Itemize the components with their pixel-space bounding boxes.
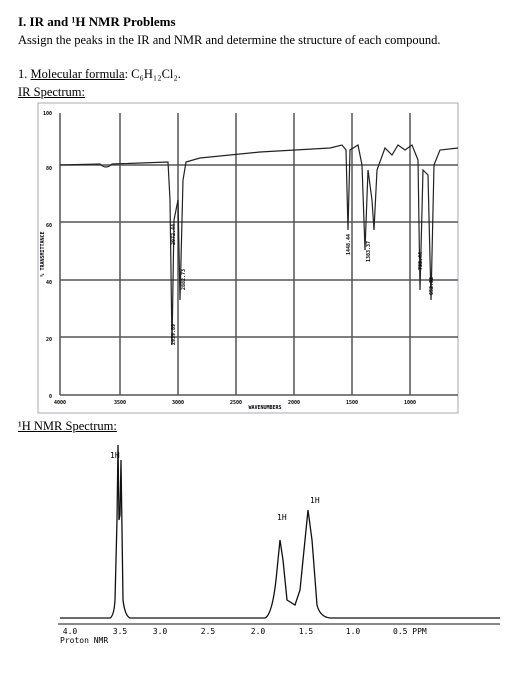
nmr-x-tick: 3.0 xyxy=(153,627,168,636)
ir-x-tick: 3500 xyxy=(114,400,126,406)
ir-y-tick: 40 xyxy=(46,280,52,286)
ir-x-tick: 1500 xyxy=(346,400,358,406)
formula: : C₆H₁₂Cl₂. xyxy=(124,67,181,81)
ir-frame xyxy=(37,102,459,414)
ir-peak-label: 2972.44 xyxy=(171,224,177,245)
ir-y-tick: 80 xyxy=(46,166,52,172)
ir-y-tick: 20 xyxy=(46,337,52,343)
nmr-trace xyxy=(60,444,500,619)
ir-x-tick: 3000 xyxy=(172,400,184,406)
nmr-x-tick: 0.5 PPM xyxy=(393,627,427,636)
ir-y-tick: 60 xyxy=(46,223,52,229)
ir-trace xyxy=(59,144,459,346)
nmr-peak-label: 1H xyxy=(277,513,287,522)
nmr-x-tick: 4.0 xyxy=(63,627,78,636)
ir-peak-label: 1448.44 xyxy=(346,234,352,255)
nmr-x-tick: 3.5 xyxy=(113,627,128,636)
ir-peak-label: 733.44 xyxy=(418,252,424,270)
nmr-peak-label: 1H xyxy=(310,496,320,505)
nmr-title: ¹H NMR Spectrum: xyxy=(18,419,117,433)
ir-x-tick: 2000 xyxy=(288,400,300,406)
ir-y-tick: 0 xyxy=(49,394,52,400)
ir-grid xyxy=(59,113,458,396)
problem-number: 1. xyxy=(18,67,28,81)
ir-y-tick: 100 xyxy=(43,111,52,117)
ir-peak-label: 2939.89 xyxy=(171,324,177,345)
instructions: Assign the peaks in the IR and NMR and d… xyxy=(18,33,441,47)
ir-x-tick: 1000 xyxy=(404,400,416,406)
nmr-x-tick: 1.5 xyxy=(299,627,314,636)
nmr-caption: Proton NMR xyxy=(60,636,108,645)
title: I. IR and ¹H NMR Problems xyxy=(18,14,176,29)
ir-y-label: % TRANSMITTANCE xyxy=(40,231,46,276)
ir-x-tick: 2500 xyxy=(230,400,242,406)
nmr-x-tick: 1.0 xyxy=(346,627,361,636)
nmr-peak-label: 1H xyxy=(110,451,120,460)
formula-line: 1. Molecular formula: C₆H₁₂Cl₂. xyxy=(18,67,181,82)
ir-peak-label: 1383.37 xyxy=(366,241,372,262)
ir-x-label: WAVENUMBERS xyxy=(248,405,281,411)
ir-x-tick: 4000 xyxy=(54,400,66,406)
nmr-x-tick: 2.0 xyxy=(251,627,266,636)
ir-peak-label: 2882.73 xyxy=(181,269,187,290)
nmr-x-tick: 2.5 xyxy=(201,627,216,636)
ir-title: IR Spectrum: xyxy=(18,85,86,99)
formula-label: Molecular formula xyxy=(30,67,125,81)
ir-peak-label: 652.32 xyxy=(429,277,435,295)
